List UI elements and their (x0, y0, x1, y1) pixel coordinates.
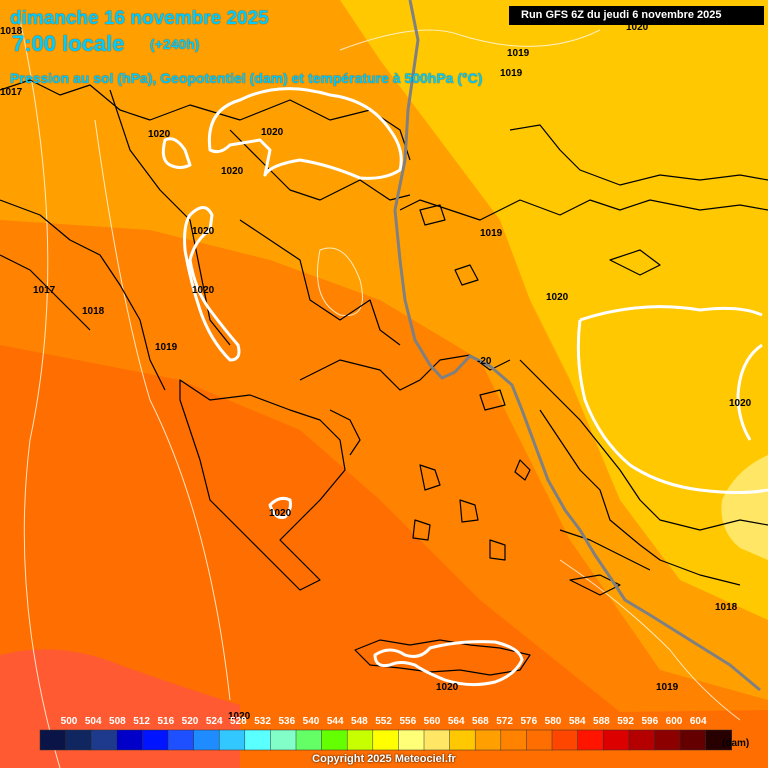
legend-value-label: 572 (496, 716, 513, 727)
legend-swatch (705, 729, 732, 751)
geopotential-band-560 (340, 0, 768, 620)
pressure-label: 1020 (148, 129, 171, 140)
geopotential-band-556 (721, 455, 768, 560)
legend-value-label: 584 (569, 716, 586, 727)
legend-swatch (65, 729, 92, 751)
legend-value-label: 544 (327, 716, 344, 727)
pressure-label: 1020 (261, 127, 284, 138)
legend-swatch (526, 729, 553, 751)
legend-value-label: 568 (472, 716, 489, 727)
legend-value-label: 564 (448, 716, 465, 727)
legend-swatch (193, 729, 220, 751)
pressure-label: 1020 (626, 22, 649, 33)
forecast-date: dimanche 16 novembre 2025 (10, 8, 269, 29)
legend-value-label: 536 (278, 716, 295, 727)
pressure-label: 1019 (507, 48, 530, 59)
legend-value-label: 576 (520, 716, 537, 727)
legend-swatch (679, 729, 707, 751)
pressure-label: 1019 (500, 68, 523, 79)
legend-swatch (244, 729, 272, 751)
pressure-label: 1020 (192, 285, 215, 296)
legend-swatch (270, 729, 297, 751)
pressure-label: 1020 (228, 711, 251, 722)
legend-value-label: 560 (424, 716, 441, 727)
legend-swatch (218, 729, 246, 751)
legend-value-label: 532 (254, 716, 271, 727)
legend-unit: (dam) (722, 738, 749, 749)
temperature-label: -20 (477, 356, 492, 367)
pressure-label: 1020 (546, 292, 569, 303)
legend-swatch (90, 729, 118, 751)
pressure-label: 1020 (269, 508, 292, 519)
legend-value-label: 552 (375, 716, 392, 727)
legend-swatch (551, 729, 579, 751)
pressure-labels: 1018 1017 1019 1019 1020 1020 1020 1020 … (0, 22, 752, 722)
legend-value-label: 580 (545, 716, 562, 727)
coastlines-borders (0, 79, 768, 676)
map-variable-description: Pression au sol (hPa), Geopotentiel (dam… (10, 70, 483, 86)
pressure-label: 1020 (221, 166, 244, 177)
legend-swatch (423, 729, 451, 751)
legend-value-label: 596 (641, 716, 658, 727)
legend-value-label: 540 (303, 716, 320, 727)
legend-swatch (449, 729, 476, 751)
legend-swatch (500, 729, 528, 751)
legend-swatch (295, 729, 323, 751)
legend-swatch (321, 729, 348, 751)
legend-swatch (346, 729, 374, 751)
legend-swatch (654, 729, 681, 751)
legend-value-label: 528 (230, 716, 247, 727)
legend-value-label: 516 (157, 716, 174, 727)
legend-value-label: 604 (690, 716, 707, 727)
legend-value-label: 524 (206, 716, 223, 727)
legend-swatch (167, 729, 195, 751)
legend-swatch (628, 729, 656, 751)
copyright: Copyright 2025 Meteociel.fr (312, 753, 456, 765)
legend-value-label: 592 (617, 716, 634, 727)
pressure-label: 1020 (436, 682, 459, 693)
temperature-isotherm-minus-20 (393, 0, 761, 692)
pressure-label: 1018 (82, 306, 105, 317)
legend-value-label: 508 (109, 716, 126, 727)
legend-value-label: 548 (351, 716, 368, 727)
pressure-label: 1019 (480, 228, 503, 239)
forecast-lead-time: (+240h) (150, 36, 200, 52)
legend-value-label: 520 (182, 716, 199, 727)
legend-value-label: 500 (61, 716, 78, 727)
legend-swatch (398, 729, 425, 751)
legend-value-label: 512 (133, 716, 150, 727)
legend-value-label: 600 (666, 716, 683, 727)
pressure-label: 1020 (192, 226, 215, 237)
pressure-label: 1017 (0, 87, 23, 98)
pressure-label: 1019 (656, 682, 679, 693)
legend-swatch (116, 729, 144, 751)
pressure-label: 1017 (33, 285, 56, 296)
pressure-label: 1018 (0, 26, 23, 37)
legend-swatch (474, 729, 502, 751)
legend-value-label: 556 (399, 716, 416, 727)
geopotential-legend: 500 504 508 512 516 520 524 528 532 536 540 544 548 5… (39, 716, 749, 751)
pressure-label: 1019 (155, 342, 178, 353)
isobars-1020 (161, 87, 768, 687)
legend-value-label: 588 (593, 716, 610, 727)
run-info-banner: Run GFS 6Z du jeudi 6 novembre 2025 (509, 6, 764, 25)
legend-swatch (39, 729, 67, 751)
legend-swatch (372, 729, 400, 751)
pressure-label: 1020 (729, 398, 752, 409)
geopotential-isolines (19, 19, 741, 768)
forecast-time: 7:00 locale (12, 31, 125, 56)
legend-swatch (602, 729, 630, 751)
legend-swatch (142, 729, 169, 751)
legend-value-label: 504 (85, 716, 102, 727)
legend-swatch (577, 729, 604, 751)
pressure-label: 1018 (715, 602, 738, 613)
